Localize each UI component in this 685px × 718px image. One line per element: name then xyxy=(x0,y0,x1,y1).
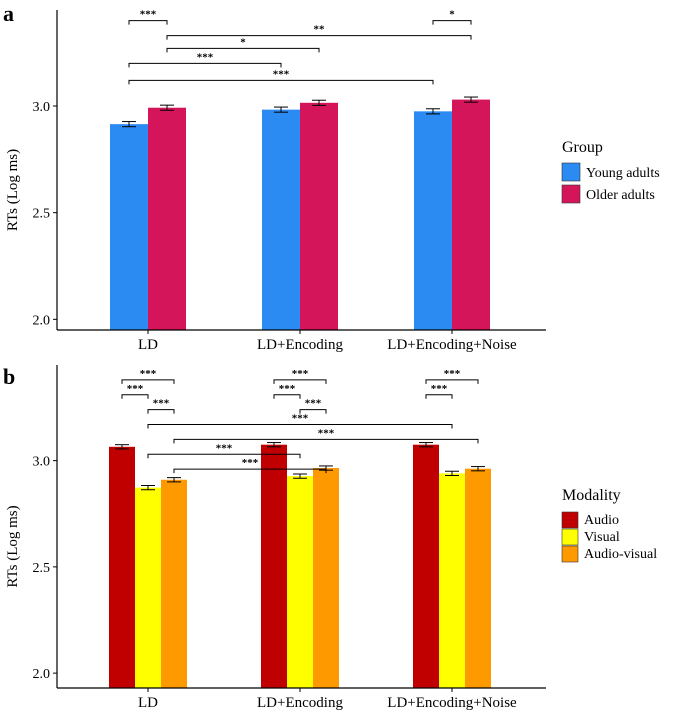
significance-bracket xyxy=(166,47,320,53)
x-tick-label: LD xyxy=(138,337,158,353)
significance-label: ** xyxy=(314,24,326,36)
significance-label: *** xyxy=(127,383,144,395)
legend-label: Older adults xyxy=(586,188,655,203)
significance-bracket xyxy=(173,438,479,444)
bar-b-audio-visual-0 xyxy=(161,479,187,688)
significance-label: *** xyxy=(305,398,322,410)
significance-bracket xyxy=(299,409,327,414)
y-axis-title: RTs (Log ms) xyxy=(5,505,21,587)
significance-bracket xyxy=(121,394,149,399)
significance-bracket xyxy=(425,379,479,384)
significance-bracket xyxy=(128,79,434,85)
bar-b-audio-visual-1 xyxy=(313,468,339,688)
y-tick-label: 2.5 xyxy=(33,561,51,576)
x-tick-label: LD xyxy=(138,695,158,711)
significance-label: *** xyxy=(140,368,157,380)
significance-label: *** xyxy=(197,51,214,63)
bar-b-audio-1 xyxy=(261,444,287,688)
legend-label: Young adults xyxy=(586,166,660,181)
legend-key xyxy=(561,511,579,529)
legend-label: Audio xyxy=(584,513,619,528)
x-tick-label: LD+Encoding xyxy=(257,337,343,353)
x-tick-label: LD+Encoding xyxy=(257,695,343,711)
significance-label: *** xyxy=(216,442,233,454)
significance-bracket xyxy=(128,20,168,25)
y-axis-title: RTs (Log ms) xyxy=(5,149,21,231)
significance-bracket xyxy=(273,379,327,384)
significance-label: *** xyxy=(153,398,170,410)
significance-label: *** xyxy=(431,383,448,395)
bar-b-audio-2 xyxy=(413,444,439,688)
y-tick-label: 3.0 xyxy=(33,455,51,470)
significance-bracket xyxy=(147,424,453,429)
panel-a: a 2.0 2.5 3.0 LD LD+Encoding LD+Encoding+Noise… xyxy=(3,1,660,353)
bar-a-older-adults-2 xyxy=(452,99,490,330)
x-tick-label: LD+Encoding+Noise xyxy=(387,337,517,353)
bar-a-young-adults-2 xyxy=(414,111,452,330)
bar-a-young-adults-1 xyxy=(262,109,300,330)
significance-label: *** xyxy=(140,9,157,21)
legend-title: Group xyxy=(562,139,603,156)
legend-key xyxy=(561,184,581,204)
y-tick-label: 3.0 xyxy=(33,100,51,115)
bar-a-young-adults-0 xyxy=(110,124,148,330)
significance-label: *** xyxy=(444,368,461,380)
legend-key xyxy=(561,528,579,546)
significance-bracket xyxy=(147,453,301,459)
significance-label: *** xyxy=(242,457,259,469)
significance-bracket xyxy=(425,394,453,399)
bar-b-audio-0 xyxy=(109,446,135,688)
significance-label: *** xyxy=(292,413,309,425)
y-tick-label: 2.0 xyxy=(33,667,51,682)
significance-label: *** xyxy=(292,368,309,380)
y-tick-label: 2.0 xyxy=(33,313,51,328)
bar-b-audio-visual-2 xyxy=(465,468,491,688)
panel-label: b xyxy=(3,364,15,389)
legend-key xyxy=(561,545,579,563)
legend-label: Visual xyxy=(584,530,620,545)
significance-label: *** xyxy=(318,427,335,439)
x-tick-label: LD+Encoding+Noise xyxy=(387,695,517,711)
significance-label: *** xyxy=(279,383,296,395)
legend-label: Audio-visual xyxy=(584,547,657,562)
bar-b-visual-1 xyxy=(287,476,313,688)
y-tick-label: 2.5 xyxy=(33,207,51,222)
significance-bracket xyxy=(166,35,472,40)
significance-bracket xyxy=(273,394,301,399)
significance-bracket xyxy=(173,468,327,474)
panel-b: b 2.0 2.5 3.0 LD LD+Encoding LD+Encoding+Noise… xyxy=(3,364,657,711)
significance-bracket xyxy=(121,379,175,384)
significance-bracket xyxy=(128,62,282,68)
bar-b-visual-2 xyxy=(439,473,465,688)
significance-label: * xyxy=(240,36,246,48)
legend-key xyxy=(561,162,581,182)
panel-label: a xyxy=(3,1,14,26)
bar-b-visual-0 xyxy=(135,487,161,688)
bar-a-older-adults-1 xyxy=(300,102,338,330)
bar-a-older-adults-0 xyxy=(148,107,186,330)
significance-bracket xyxy=(432,20,472,25)
legend-title: Modality xyxy=(562,487,621,504)
significance-label: * xyxy=(449,9,455,21)
significance-bracket xyxy=(147,409,175,414)
significance-label: *** xyxy=(273,68,290,80)
